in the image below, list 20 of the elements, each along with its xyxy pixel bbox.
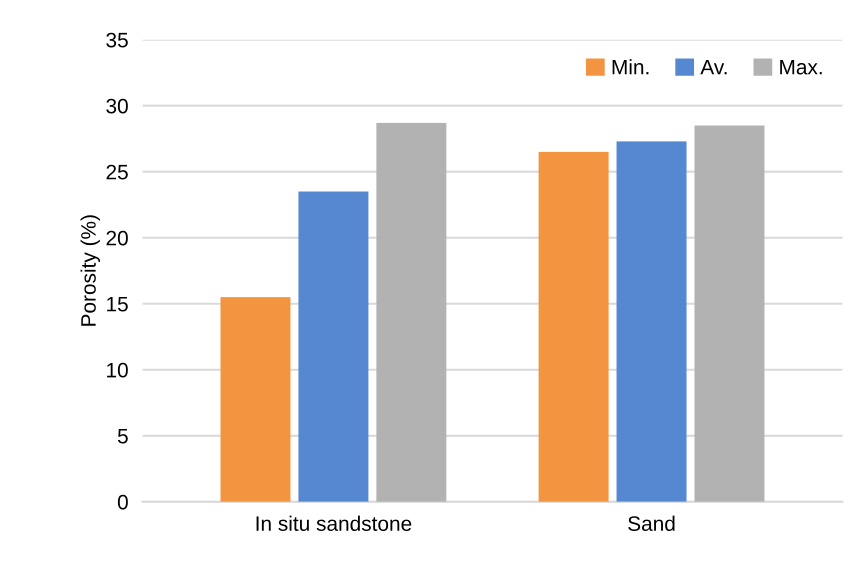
legend-label: Av. — [700, 60, 727, 74]
y-axis-title: Porosity (%) — [80, 215, 100, 326]
bar — [298, 192, 368, 502]
y-tick-label: 5 — [118, 428, 128, 444]
legend-label: Max. — [780, 60, 822, 74]
y-tick-label: 20 — [106, 230, 128, 246]
bar — [694, 126, 764, 502]
bar — [220, 297, 290, 502]
x-tick-label: Sand — [628, 516, 675, 531]
y-tick-label: 25 — [106, 164, 128, 180]
bar — [616, 141, 687, 502]
y-tick-label: 10 — [107, 362, 128, 378]
y-tick-label: 30 — [106, 98, 128, 114]
bar — [538, 152, 609, 502]
legend-label: Min. — [612, 59, 648, 74]
y-tick-label: 0 — [118, 494, 128, 510]
x-tick-label: In situ sandstone — [256, 516, 412, 531]
bar — [376, 122, 446, 502]
y-tick-label: 15 — [107, 296, 128, 312]
y-tick-label: 35 — [106, 32, 128, 48]
